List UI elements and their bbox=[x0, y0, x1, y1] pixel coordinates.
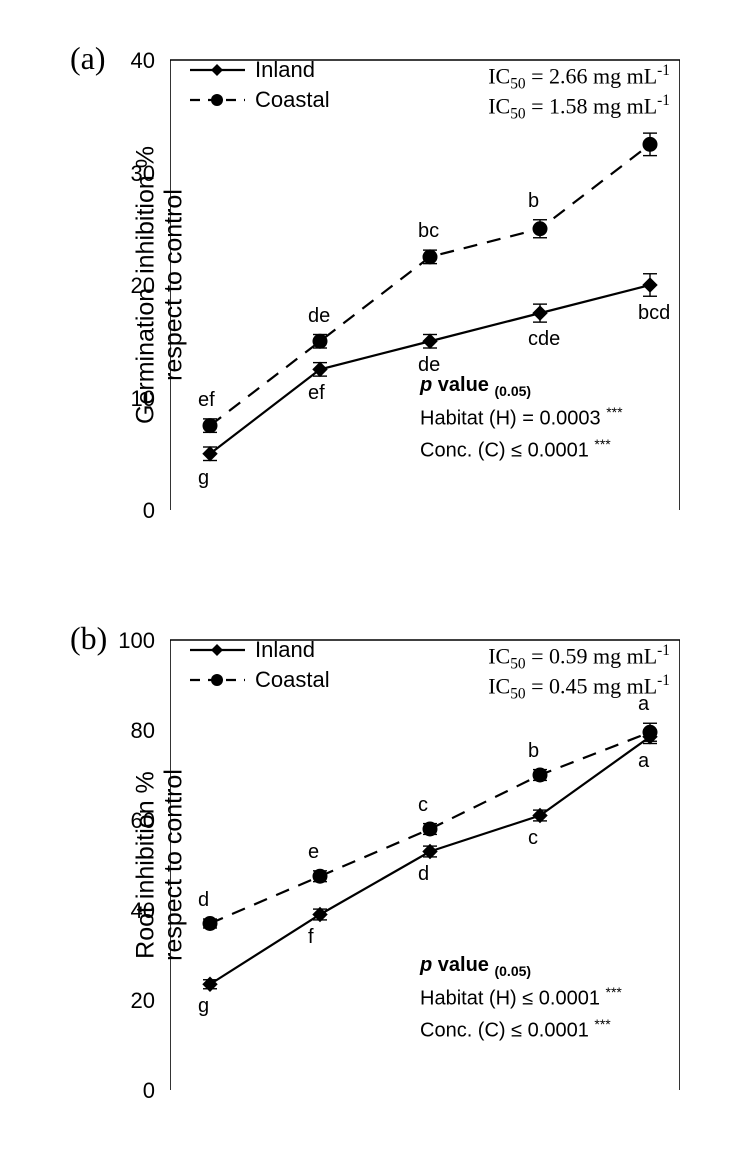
ytick-label: 20 bbox=[115, 988, 155, 1014]
ic50-text: IC50 = 0.59 mg mL-1 bbox=[488, 642, 670, 674]
ytick-label: 30 bbox=[115, 161, 155, 187]
point-label: d bbox=[198, 889, 209, 912]
point-label: de bbox=[308, 305, 330, 328]
legend-label: Inland bbox=[255, 637, 315, 663]
panel-letter-b: (b) bbox=[70, 620, 107, 657]
ytick-label: 100 bbox=[115, 628, 155, 654]
point-label: bcd bbox=[638, 302, 670, 325]
legend-label: Coastal bbox=[255, 667, 330, 693]
ytick-label: 40 bbox=[115, 898, 155, 924]
ytick-label: 60 bbox=[115, 808, 155, 834]
ic50-text: IC50 = 1.58 mg mL-1 bbox=[488, 92, 670, 124]
pvalue-block: p value (0.05)Habitat (H) = 0.0003 ***Co… bbox=[420, 370, 623, 465]
ic50-text: IC50 = 0.45 mg mL-1 bbox=[488, 672, 670, 704]
ytick-label: 10 bbox=[115, 386, 155, 412]
point-label: b bbox=[528, 190, 539, 213]
plot-area-a: (a) Germination inhibition % respect to … bbox=[170, 50, 680, 520]
point-label: g bbox=[198, 467, 209, 490]
ytick-label: 80 bbox=[115, 718, 155, 744]
point-label: e bbox=[308, 841, 319, 864]
point-label: a bbox=[638, 750, 649, 773]
panel-b: (b) Root inhibition % respect to control… bbox=[40, 590, 720, 1150]
ytick-label: 0 bbox=[115, 498, 155, 524]
point-label: d bbox=[418, 863, 429, 886]
page: (a) Germination inhibition % respect to … bbox=[0, 0, 737, 1169]
point-label: f bbox=[308, 926, 314, 949]
point-label: b bbox=[528, 740, 539, 763]
point-label: g bbox=[198, 995, 209, 1018]
legend-label: Coastal bbox=[255, 87, 330, 113]
point-label: ef bbox=[198, 389, 215, 412]
ytick-label: 20 bbox=[115, 273, 155, 299]
point-label: cde bbox=[528, 328, 560, 351]
panel-a: (a) Germination inhibition % respect to … bbox=[40, 10, 720, 550]
panel-letter-a: (a) bbox=[70, 40, 106, 77]
point-label: bc bbox=[418, 220, 439, 243]
ytick-label: 40 bbox=[115, 48, 155, 74]
ic50-text: IC50 = 2.66 mg mL-1 bbox=[488, 62, 670, 94]
ytick-label: 0 bbox=[115, 1078, 155, 1104]
pvalue-block: p value (0.05)Habitat (H) ≤ 0.0001 ***Co… bbox=[420, 950, 622, 1045]
legend-label: Inland bbox=[255, 57, 315, 83]
point-label: c bbox=[528, 827, 538, 850]
point-label: ef bbox=[308, 382, 325, 405]
plot-area-b: (b) Root inhibition % respect to control… bbox=[170, 630, 680, 1100]
point-label: c bbox=[418, 794, 428, 817]
